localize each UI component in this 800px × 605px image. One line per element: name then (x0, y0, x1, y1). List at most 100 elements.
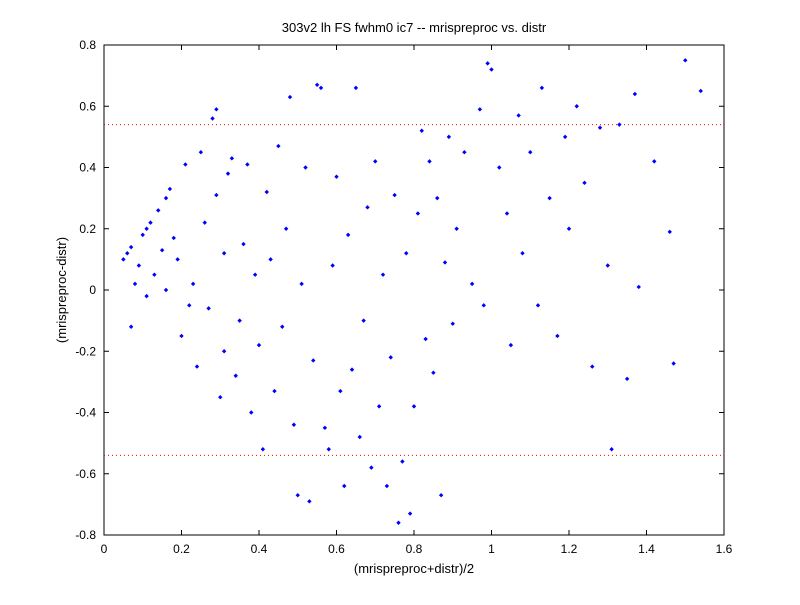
data-point (334, 174, 339, 179)
data-point (574, 104, 579, 109)
data-point (330, 263, 335, 268)
data-point (233, 373, 238, 378)
data-point (435, 195, 440, 201)
data-point (163, 195, 169, 201)
data-point (597, 125, 603, 130)
data-point (179, 333, 184, 339)
data-point (698, 88, 703, 94)
data-point (605, 263, 610, 268)
data-point (311, 358, 316, 363)
data-point (609, 447, 614, 452)
data-point (221, 251, 227, 256)
x-tick-label: 0 (101, 542, 108, 556)
data-point (427, 159, 432, 164)
data-point (190, 281, 196, 287)
data-point (307, 499, 312, 504)
x-tick-label: 0.2 (173, 542, 190, 556)
data-point (411, 404, 417, 409)
y-tick-label: 0.8 (79, 38, 96, 52)
data-point (159, 247, 165, 253)
data-point (361, 318, 366, 323)
data-point (590, 364, 595, 369)
y-tick-label: -0.2 (75, 344, 96, 358)
data-point (376, 404, 382, 409)
data-point (314, 82, 320, 88)
data-point (156, 208, 161, 213)
data-point (477, 107, 483, 112)
x-tick-label: 0.6 (328, 542, 345, 556)
y-tick-label: -0.8 (75, 528, 96, 542)
data-point (384, 483, 390, 489)
data-point (562, 134, 568, 140)
data-point (462, 149, 467, 155)
data-point (326, 447, 331, 452)
y-tick-label: 0.2 (79, 222, 96, 236)
data-point (218, 394, 223, 400)
data-point (528, 149, 533, 155)
data-point (357, 434, 362, 440)
data-point (198, 149, 204, 155)
y-tick-label: 0.4 (79, 161, 96, 175)
data-point (667, 229, 672, 235)
data-point (256, 342, 262, 348)
data-point (404, 251, 409, 256)
data-point (136, 263, 142, 268)
x-tick-label: 0.8 (406, 542, 423, 556)
data-point (469, 281, 475, 287)
data-point (555, 333, 560, 339)
data-point (260, 447, 266, 452)
data-point (388, 355, 393, 360)
data-point (671, 361, 676, 366)
data-point (252, 272, 258, 277)
data-point (276, 143, 281, 149)
data-point (353, 85, 359, 91)
data-point (128, 244, 134, 250)
data-point (272, 388, 277, 394)
data-point (318, 85, 324, 91)
data-point (481, 303, 486, 308)
data-point (423, 336, 428, 342)
data-point (144, 226, 149, 231)
data-point (210, 116, 215, 121)
data-point (283, 226, 289, 231)
data-point (415, 211, 421, 216)
data-point (280, 324, 285, 329)
data-point (241, 241, 246, 247)
x-axis-label: (mrispreproc+distr)/2 (354, 561, 474, 576)
data-point (148, 220, 153, 225)
data-point (229, 156, 235, 161)
data-point (450, 321, 455, 326)
data-point (245, 162, 250, 167)
data-point (497, 165, 502, 170)
data-point (539, 85, 545, 91)
data-point (144, 293, 149, 299)
data-point (291, 422, 297, 427)
data-point (299, 281, 304, 287)
data-point (446, 134, 452, 140)
data-point (485, 61, 490, 66)
data-point (535, 303, 541, 308)
data-point (582, 180, 587, 186)
data-point (345, 232, 351, 238)
data-point (303, 165, 308, 170)
data-point (202, 220, 207, 225)
data-point (125, 251, 130, 256)
data-point (171, 235, 176, 241)
data-point (566, 226, 572, 231)
data-point (407, 511, 413, 516)
data-point (349, 367, 355, 372)
data-point (167, 186, 173, 192)
data-point (438, 492, 444, 498)
y-axis-label: (mrispreproc-distr) (54, 237, 69, 343)
data-point (214, 192, 219, 198)
y-tick-label: 0.6 (79, 99, 96, 113)
data-point (342, 483, 347, 489)
data-point (380, 272, 386, 277)
x-tick-label: 1 (488, 542, 495, 556)
data-point (683, 58, 688, 63)
data-point (295, 492, 300, 498)
data-point (632, 91, 638, 97)
data-point (225, 171, 231, 176)
data-point (547, 195, 552, 201)
